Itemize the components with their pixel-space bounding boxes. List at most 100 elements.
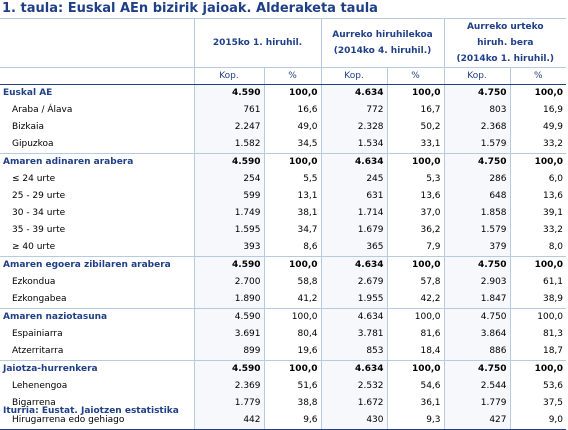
row-label: Ezkondua <box>12 277 56 287</box>
table-row: ≤ 24 urte 254 5,5 245 5,3 286 6,0 <box>0 171 567 188</box>
row-label: 30 - 34 urte <box>12 208 66 218</box>
percent-cell: 16,6 <box>263 102 322 119</box>
count-cell: 4.590 <box>193 256 264 274</box>
percent-cell: 49,9 <box>509 119 567 136</box>
percent-cell: 7,9 <box>386 239 445 257</box>
percent-cell: 13,6 <box>386 188 445 205</box>
count-cell: 393 <box>193 239 264 257</box>
count-cell: 1.672 <box>320 395 388 412</box>
percent-cell: 8,6 <box>263 239 322 257</box>
count-cell: 803 <box>443 102 511 119</box>
percent-cell: 49,0 <box>263 119 322 136</box>
count-cell: 4.634 <box>320 153 388 171</box>
percent-cell: 41,2 <box>263 291 322 309</box>
table-subheader-row: Kop. % Kop. % Kop. % <box>0 67 567 85</box>
percent-cell: 37,0 <box>386 205 445 222</box>
percent-cell: 100,0 <box>386 360 445 378</box>
percent-cell: 19,6 <box>263 343 322 361</box>
percent-cell: 18,7 <box>509 343 567 361</box>
count-cell: 1.579 <box>443 222 511 239</box>
percent-cell: 5,3 <box>386 171 445 188</box>
percent-cell: 100,0 <box>509 84 567 102</box>
percent-cell: 100,0 <box>263 360 322 378</box>
table-header-row: 2015ko 1. hiruhil. Aurreko hiruhilekoa (… <box>0 18 567 68</box>
table-group-row: Amaren naziotasuna 4.590 100,0 4.634 100,0 4.… <box>0 308 567 326</box>
count-cell: 2.247 <box>193 119 264 136</box>
percent-cell: 100,0 <box>509 308 567 326</box>
header-same-quarter-last-year: Aurreko urteko hiruh. bera (2014ko 1. hi… <box>443 18 567 68</box>
percent-cell: 100,0 <box>386 84 445 102</box>
percent-cell: 57,8 <box>386 274 445 291</box>
count-cell: 1.714 <box>320 205 388 222</box>
percent-cell: 37,5 <box>509 395 567 412</box>
table-row: Atzerritarra 899 19,6 853 18,4 886 18,7 <box>0 343 567 361</box>
subheader-percent: % <box>386 67 445 85</box>
table-row: Bizkaia 2.247 49,0 2.328 50,2 2.368 49,9 <box>0 119 567 136</box>
row-label: ≤ 24 urte <box>12 174 56 184</box>
row-label: ≥ 40 urte <box>12 242 56 252</box>
table-body: Euskal AE 4.590 100,0 4.634 100,0 4.750 100,0 A… <box>0 84 567 430</box>
count-cell: 2.544 <box>443 378 511 395</box>
table-row: ≥ 40 urte 393 8,6 365 7,9 379 8,0 <box>0 239 567 257</box>
count-cell: 4.634 <box>320 256 388 274</box>
percent-cell: 38,8 <box>263 395 322 412</box>
row-label: Bigarrena <box>12 398 56 408</box>
count-cell: 286 <box>443 171 511 188</box>
percent-cell: 58,8 <box>263 274 322 291</box>
table-row: Ezkondua 2.700 58,8 2.679 57,8 2.903 61,1 <box>0 274 567 291</box>
count-cell: 2.700 <box>193 274 264 291</box>
row-label: Gipuzkoa <box>12 139 54 149</box>
percent-cell: 36,1 <box>386 395 445 412</box>
table-row: 30 - 34 urte 1.749 38,1 1.714 37,0 1.858 39,1 <box>0 205 567 222</box>
subheader-empty-cell <box>0 67 194 85</box>
count-cell: 1.679 <box>320 222 388 239</box>
count-cell: 1.847 <box>443 291 511 309</box>
percent-cell: 38,9 <box>509 291 567 309</box>
header-empty-cell <box>0 18 194 68</box>
row-label: 35 - 39 urte <box>12 225 66 235</box>
count-cell: 1.579 <box>443 136 511 154</box>
percent-cell: 100,0 <box>263 84 322 102</box>
percent-cell: 100,0 <box>263 308 322 326</box>
table-row: Bigarrena 1.779 38,8 1.672 36,1 1.779 37,5 <box>0 395 567 412</box>
percent-cell: 38,1 <box>263 205 322 222</box>
table-row: 25 - 29 urte 599 13,1 631 13,6 648 13,6 <box>0 188 567 205</box>
percent-cell: 53,6 <box>509 378 567 395</box>
count-cell: 631 <box>320 188 388 205</box>
subheader-percent: % <box>509 67 567 85</box>
percent-cell: 34,5 <box>263 136 322 154</box>
percent-cell: 81,3 <box>509 326 567 343</box>
percent-cell: 50,2 <box>386 119 445 136</box>
percent-cell: 16,9 <box>509 102 567 119</box>
subheader-count: Kop. <box>320 67 388 85</box>
table-group-row: Amaren egoera zibilaren arabera 4.590 100,… <box>0 256 567 274</box>
count-cell: 761 <box>193 102 264 119</box>
percent-cell: 100,0 <box>509 256 567 274</box>
count-cell: 4.590 <box>193 84 264 102</box>
count-cell: 4.750 <box>443 360 511 378</box>
header-previous-quarter-line2: (2014ko 4. hiruhil.) <box>333 46 432 56</box>
count-cell: 648 <box>443 188 511 205</box>
header-last-year-line3: (2014ko 1. hiruhil.) <box>456 54 555 64</box>
count-cell: 1.955 <box>320 291 388 309</box>
count-cell: 379 <box>443 239 511 257</box>
percent-cell: 33,2 <box>509 136 567 154</box>
percent-cell: 34,7 <box>263 222 322 239</box>
count-cell: 4.750 <box>443 84 511 102</box>
count-cell: 599 <box>193 188 264 205</box>
percent-cell: 100,0 <box>509 153 567 171</box>
table-row: Gipuzkoa 1.582 34,5 1.534 33,1 1.579 33,2 <box>0 136 567 154</box>
row-label: Amaren egoera zibilaren arabera <box>0 256 194 274</box>
percent-cell: 100,0 <box>509 360 567 378</box>
count-cell: 2.328 <box>320 119 388 136</box>
row-label: Jaiotza-hurrenkera <box>0 360 194 378</box>
percent-cell: 18,4 <box>386 343 445 361</box>
table-row: Espainiarra 3.691 80,4 3.781 81,6 3.864 81,3 <box>0 326 567 343</box>
table-row: 35 - 39 urte 1.595 34,7 1.679 36,2 1.579 33,2 <box>0 222 567 239</box>
count-cell: 254 <box>193 171 264 188</box>
row-label: Atzerritarra <box>12 346 64 356</box>
count-cell: 886 <box>443 343 511 361</box>
count-cell: 4.750 <box>443 308 511 326</box>
percent-cell: 80,4 <box>263 326 322 343</box>
count-cell: 245 <box>320 171 388 188</box>
